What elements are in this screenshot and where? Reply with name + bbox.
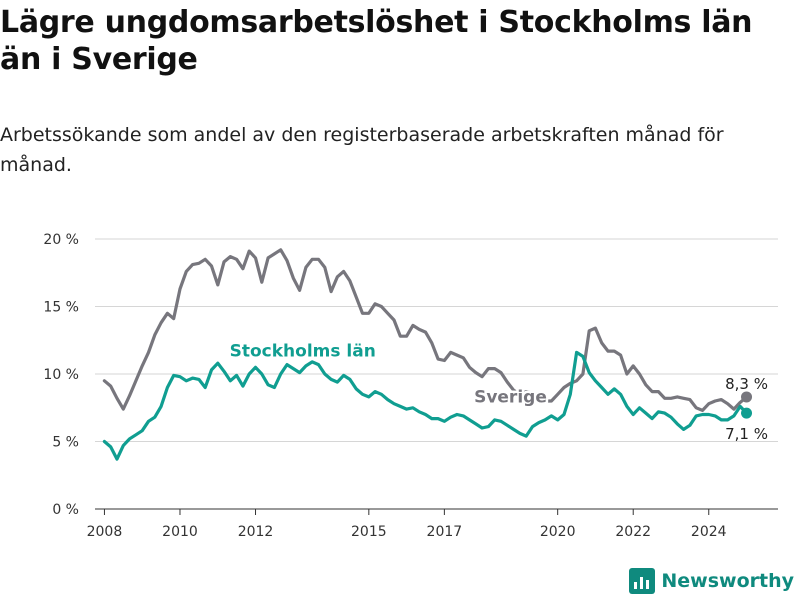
- x-tick-label: 2010: [162, 524, 198, 540]
- series-lines: [102, 248, 753, 461]
- y-tick-label: 15 %: [43, 300, 79, 316]
- x-tick-label: 2008: [87, 524, 123, 540]
- gridlines: [95, 238, 778, 510]
- y-axis: 0 % 5 % 10 % 15 % 20 %: [43, 232, 79, 518]
- series-line-sverige: [102, 248, 749, 412]
- x-tick-label: 2022: [615, 524, 651, 540]
- newsworthy-logo-icon: [629, 568, 656, 594]
- series-end-point: [741, 407, 753, 419]
- x-axis: 2008 2010 2012 2015 2017 2020 2022 2024: [87, 509, 727, 540]
- newsworthy-logo[interactable]: Newsworthy: [629, 568, 794, 594]
- y-tick-label: 5 %: [52, 435, 79, 451]
- series-end-value-label: 7,1 %: [725, 425, 768, 443]
- chart-subtitle: Arbetssökande som andel av den registerb…: [0, 124, 724, 176]
- series-line-stockholms-lan: [102, 350, 749, 461]
- newsworthy-logo-text: Newsworthy: [661, 570, 794, 592]
- x-tick-label: 2024: [691, 524, 727, 540]
- series-end-value-label: 8,3 %: [725, 375, 768, 393]
- y-tick-label: 0 %: [52, 502, 79, 518]
- series-end-point: [741, 391, 753, 403]
- x-tick-label: 2017: [427, 524, 463, 540]
- y-tick-label: 20 %: [43, 232, 79, 248]
- series-name-label: Sverige: [474, 387, 547, 407]
- x-tick-label: 2020: [540, 524, 576, 540]
- y-tick-label: 10 %: [43, 367, 79, 383]
- x-tick-label: 2015: [351, 524, 387, 540]
- chart-title: Lägre ungdomsarbetslöshet i Stockholms l…: [0, 5, 753, 77]
- series-name-label: Stockholms län: [230, 341, 376, 361]
- series-labels: 8,3 % 7,1 % Sverige Stockholms län: [227, 339, 768, 443]
- x-tick-label: 2012: [238, 524, 274, 540]
